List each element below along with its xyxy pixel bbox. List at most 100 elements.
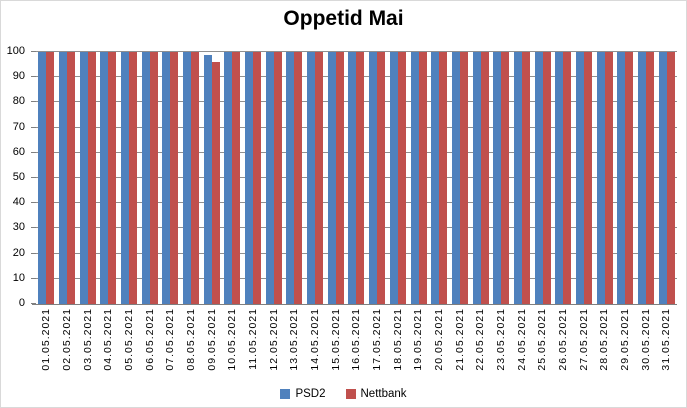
bar-psd2-23.05.2021 [493,52,501,304]
x-axis-label: 08.05.2021 [185,308,198,371]
x-axis-label: 20.05.2021 [433,308,446,371]
bar-nettbank-14.05.2021 [315,52,323,304]
x-axis-label: 14.05.2021 [309,308,322,371]
x-axis-label-cell: 17.05.2021 [367,308,388,380]
y-axis-label: 30 [12,221,25,233]
y-axis-label: 40 [12,196,25,208]
bar-psd2-17.05.2021 [369,52,377,304]
y-axis-tick [31,202,36,203]
bar-nettbank-20.05.2021 [439,52,447,304]
x-axis-label-cell: 06.05.2021 [139,308,160,380]
x-axis-label-cell: 18.05.2021 [387,308,408,380]
bar-psd2-10.05.2021 [224,52,232,304]
x-axis-label-cell: 25.05.2021 [532,308,553,380]
legend-swatch-psd2 [280,389,291,399]
x-axis-label-cell: 07.05.2021 [160,308,181,380]
bar-psd2-29.05.2021 [617,52,625,304]
bar-nettbank-27.05.2021 [584,52,592,304]
bar-nettbank-31.05.2021 [667,52,675,304]
x-axis-label-cell: 12.05.2021 [263,308,284,380]
bar-nettbank-18.05.2021 [398,52,406,304]
y-axis-tick [31,303,36,304]
bar-psd2-28.05.2021 [597,52,605,304]
x-axis-line [32,304,677,305]
bar-nettbank-01.05.2021 [46,52,54,304]
bar-psd2-25.05.2021 [535,52,543,304]
legend-item-psd2: PSD2 [280,388,326,400]
bar-nettbank-12.05.2021 [274,52,282,304]
bar-psd2-30.05.2021 [638,52,646,304]
x-axis-label-cell: 22.05.2021 [470,308,491,380]
bar-psd2-24.05.2021 [514,52,522,304]
bar-psd2-19.05.2021 [411,52,419,304]
bar-nettbank-22.05.2021 [481,52,489,304]
x-axis-label-cell: 31.05.2021 [656,308,677,380]
x-axis-label: 26.05.2021 [557,308,570,371]
x-axis-label-cell: 05.05.2021 [119,308,140,380]
x-axis-label: 03.05.2021 [81,308,94,371]
bar-nettbank-16.05.2021 [356,52,364,304]
bar-psd2-12.05.2021 [266,52,274,304]
chart-title: Oppetid Mai [283,7,404,30]
x-axis-label-cell: 28.05.2021 [594,308,615,380]
x-axis-label: 31.05.2021 [660,308,673,371]
bar-nettbank-15.05.2021 [336,52,344,304]
bar-nettbank-05.05.2021 [129,52,137,304]
y-axis-tick [31,101,36,102]
bar-psd2-02.05.2021 [59,52,67,304]
x-axis-label: 05.05.2021 [123,308,136,371]
y-axis-tick [31,177,36,178]
bar-nettbank-03.05.2021 [88,52,96,304]
x-axis-label-cell: 01.05.2021 [36,308,57,380]
bar-psd2-20.05.2021 [431,52,439,304]
legend-label: PSD2 [295,388,326,400]
bar-nettbank-23.05.2021 [501,52,509,304]
x-axis-label: 16.05.2021 [350,308,363,371]
y-axis-label: 70 [12,121,25,133]
x-axis-label: 28.05.2021 [598,308,611,371]
bar-nettbank-08.05.2021 [191,52,199,304]
x-axis-label-cell: 16.05.2021 [346,308,367,380]
bar-nettbank-06.05.2021 [150,52,158,304]
bar-psd2-08.05.2021 [183,52,191,304]
bar-psd2-05.05.2021 [121,52,129,304]
bar-psd2-14.05.2021 [307,52,315,304]
x-axis-label-cell: 23.05.2021 [491,308,512,380]
bar-nettbank-26.05.2021 [563,52,571,304]
x-axis-label: 01.05.2021 [40,308,53,371]
bar-psd2-03.05.2021 [80,52,88,304]
bar-nettbank-09.05.2021 [212,62,220,304]
x-axis-label-cell: 11.05.2021 [243,308,264,380]
bar-nettbank-11.05.2021 [253,52,261,304]
bar-psd2-13.05.2021 [286,52,294,304]
bar-psd2-07.05.2021 [162,52,170,304]
y-axis-tick [31,76,36,77]
bar-nettbank-17.05.2021 [377,52,385,304]
bar-psd2-22.05.2021 [473,52,481,304]
y-axis-label: 80 [12,95,25,107]
y-axis-label: 100 [6,45,25,57]
bar-nettbank-24.05.2021 [522,52,530,304]
x-axis-label: 07.05.2021 [164,308,177,371]
bar-psd2-01.05.2021 [38,52,46,304]
x-axis-label-cell: 19.05.2021 [408,308,429,380]
bar-nettbank-21.05.2021 [460,52,468,304]
x-axis-label-cell: 20.05.2021 [429,308,450,380]
x-axis-label-cell: 24.05.2021 [511,308,532,380]
x-axis-label-cell: 04.05.2021 [98,308,119,380]
x-axis-label: 04.05.2021 [102,308,115,371]
y-axis-tick [31,253,36,254]
x-axis-label: 09.05.2021 [205,308,218,371]
x-axis-label: 21.05.2021 [453,308,466,371]
x-axis-label: 17.05.2021 [371,308,384,371]
x-axis-label-cell: 09.05.2021 [201,308,222,380]
legend: PSD2 Nettbank [1,384,686,404]
bar-psd2-11.05.2021 [245,52,253,304]
bar-psd2-04.05.2021 [100,52,108,304]
x-axis-label: 27.05.2021 [577,308,590,371]
y-axis-label: 20 [12,247,25,259]
x-axis-label-cell: 02.05.2021 [57,308,78,380]
x-axis-label: 30.05.2021 [639,308,652,371]
x-axis-label-cell: 03.05.2021 [77,308,98,380]
